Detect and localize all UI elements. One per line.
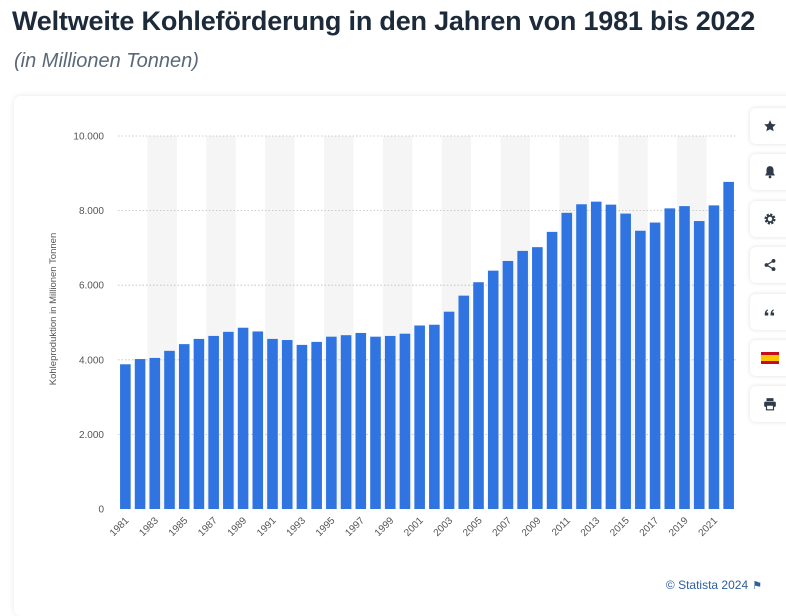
x-tick-label: 2013 [579,515,603,539]
page-title: Weltweite Kohleförderung in den Jahren v… [12,6,756,36]
bar-1991 [267,338,278,509]
bar-1987 [208,335,219,509]
page-subtitle: (in Millionen Tonnen) [14,50,199,72]
bar-1985 [178,344,190,509]
x-tick-label: 2019 [667,515,691,539]
cite-button[interactable] [750,294,786,330]
share-button[interactable] [750,247,786,283]
x-tick-label: 1989 [226,515,250,539]
x-tick-label: 2001 [402,515,426,539]
x-tick-label: 2021 [697,515,721,539]
quote-icon [764,309,775,316]
star-icon [764,120,776,132]
bar-2010 [546,231,558,509]
bar-1993 [296,344,308,509]
bar-1999 [384,335,396,509]
bar-2014 [605,204,617,509]
bar-2005 [473,282,484,509]
copyright-text: © Statista 2024 [665,578,749,592]
bar-1989 [237,327,249,509]
bar-1990 [252,331,264,509]
bar-2011 [561,212,573,509]
bar-2016 [635,230,646,509]
bar-2000 [399,333,411,509]
bar-1997 [355,332,367,509]
x-axis-ticks: 1981 1983 1985 1987 1989 1991 1993 1995 1997 1999… [108,515,720,539]
settings-button[interactable] [750,201,786,237]
favorite-button[interactable] [750,108,786,144]
flag-icon: ⚑ [752,580,762,592]
x-tick-label: 2009 [520,515,544,539]
share-icon [764,258,776,272]
x-tick-label: 2003 [432,515,456,539]
bar-2004 [458,295,470,509]
bar-2019 [679,206,690,509]
bar-1996 [340,335,352,509]
x-tick-label: 2015 [608,515,632,539]
bar-2008 [517,250,528,509]
bar-chart: 0 2.000 4.000 6.000 8.000 10.000 1981 1983 1985… [48,132,736,539]
bar-1982 [134,359,146,509]
bars [120,181,734,510]
y-tick-label: 2.000 [79,430,104,441]
y-axis-label: Kohleproduktion in Millionen Tonnen [48,233,59,385]
bell-icon [765,166,775,179]
x-tick-label: 2007 [491,515,515,539]
x-tick-label: 1993 [285,515,309,539]
spain-flag-icon [761,352,779,364]
bar-1983 [149,357,161,509]
bar-2020 [693,221,705,509]
print-button[interactable] [750,386,786,422]
bar-2002 [429,324,440,509]
x-tick-label: 1995 [314,515,338,539]
bar-1995 [326,336,337,509]
bar-2015 [620,213,631,510]
y-tick-label: 8.000 [79,206,104,217]
gear-icon [764,213,776,225]
x-tick-label: 2011 [550,515,573,538]
bar-1998 [370,336,381,509]
bar-1992 [281,340,293,509]
notification-button[interactable] [750,154,786,190]
x-tick-label: 1991 [255,515,279,539]
bar-1994 [311,341,322,509]
x-tick-label: 1999 [373,515,397,539]
bar-2017 [649,222,661,509]
y-tick-label: 0 [98,505,104,516]
bar-1988 [223,331,234,509]
x-tick-label: 2005 [461,515,485,539]
y-tick-label: 4.000 [79,355,104,366]
bar-2007 [502,260,514,509]
x-tick-label: 1983 [137,515,161,539]
x-tick-label: 1987 [196,515,220,539]
language-button[interactable] [750,340,786,376]
chart-card: 0 2.000 4.000 6.000 8.000 10.000 1981 1983 1985… [14,96,786,616]
copyright-link[interactable]: © Statista 2024 ⚑ [666,578,762,592]
bar-2021 [708,205,720,509]
bar-2009 [532,247,543,510]
bar-2018 [664,208,676,509]
bar-2013 [590,201,602,509]
y-tick-label: 10.000 [73,132,104,143]
bar-2006 [487,270,499,509]
x-tick-label: 1985 [167,515,191,539]
bar-1984 [164,350,175,509]
x-tick-label: 1981 [108,515,132,539]
bar-2003 [443,311,455,509]
printer-icon [764,398,776,411]
bar-2012 [576,204,587,509]
gridlines [118,135,736,435]
x-tick-label: 1997 [343,515,367,539]
bar-1981 [120,364,131,509]
bar-2022 [723,181,734,509]
bar-1986 [193,338,205,509]
y-tick-label: 6.000 [79,281,104,292]
x-tick-label: 2017 [638,515,662,539]
bar-2001 [414,325,425,509]
y-axis-ticks: 0 2.000 4.000 6.000 8.000 10.000 [73,132,104,516]
